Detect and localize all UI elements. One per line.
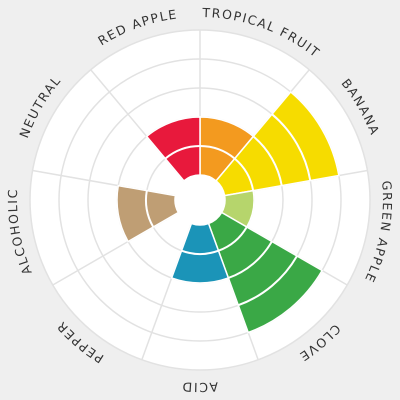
sector-ring [199,145,236,160]
sector-ring [181,249,219,255]
category-label: ACID [181,379,219,395]
sector-ring [237,255,298,307]
sector-ring [234,157,255,191]
sector-ring [228,240,273,279]
hole [175,175,225,225]
sector-ring [145,190,155,228]
sector-ring [218,226,248,252]
sector-ring [164,145,201,160]
sector-ring [271,113,312,181]
category-label-path: ACID [181,379,218,395]
sector-ring [252,135,283,186]
